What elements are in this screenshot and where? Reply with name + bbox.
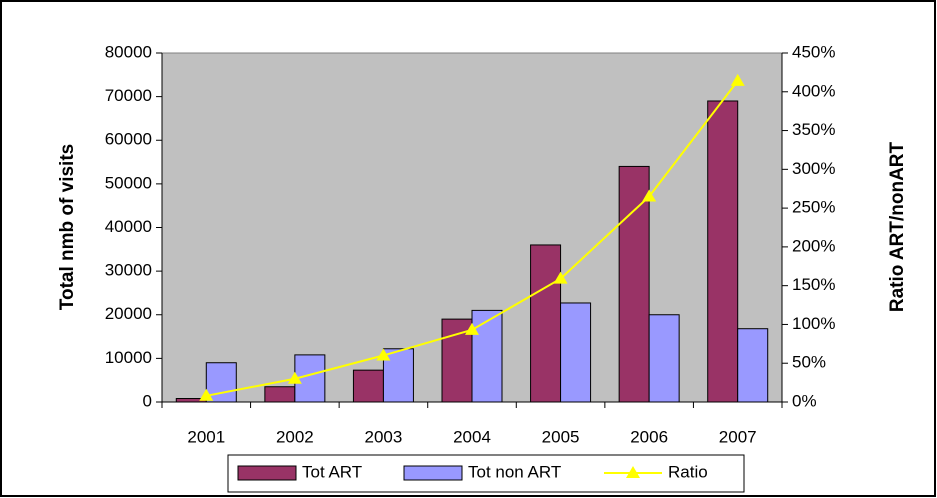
bar [205, 362, 237, 403]
marker [287, 371, 302, 384]
x-tick-label: 2002 [276, 427, 314, 446]
marker [199, 388, 214, 401]
y2-tick-label: 50% [792, 353, 826, 372]
marker [465, 322, 479, 335]
bar [648, 314, 680, 403]
y2-tick-label: 250% [792, 198, 835, 217]
y2-tick-label: 450% [792, 42, 835, 61]
y-axis-title: Total nmb of visits [57, 144, 78, 310]
bar [471, 309, 503, 403]
legend-label: Ratio [668, 462, 708, 481]
y2-tick-label: 350% [792, 120, 835, 139]
x-tick-label: 2004 [453, 427, 491, 446]
y-tick-label: 50000 [105, 173, 152, 192]
x-tick-label: 2007 [719, 427, 757, 446]
bar [618, 165, 650, 403]
y-tick-label: 70000 [105, 86, 152, 105]
x-tick-label: 2003 [365, 427, 403, 446]
bar [737, 328, 769, 403]
y-tick-label: 0 [143, 391, 152, 410]
y2-tick-label: 150% [792, 275, 835, 294]
legend-marker [626, 466, 640, 478]
y-tick-label: 30000 [105, 261, 152, 280]
bar [530, 244, 562, 403]
y2-tick-label: 200% [792, 236, 835, 255]
bar [352, 369, 384, 403]
marker [730, 73, 745, 86]
bar [560, 302, 592, 403]
bar [707, 100, 739, 403]
y2-axis-title: Ratio ART/nonART [887, 141, 908, 312]
y2-tick-label: 0% [792, 391, 817, 410]
y-tick-label: 10000 [105, 348, 152, 367]
marker [376, 348, 391, 361]
y-tick-label: 80000 [105, 42, 152, 61]
bar [264, 386, 296, 403]
marker [553, 271, 568, 284]
x-tick-label: 2005 [542, 427, 580, 446]
y-tick-label: 40000 [105, 217, 152, 236]
legend-swatch [403, 465, 463, 481]
legend-label: Tot ART [302, 462, 362, 481]
y2-tick-label: 100% [792, 314, 835, 333]
x-tick-label: 2001 [187, 427, 225, 446]
legend-label: Tot non ART [468, 462, 561, 481]
y-tick-label: 20000 [105, 304, 152, 323]
marker [642, 189, 657, 202]
y2-tick-label: 400% [792, 81, 835, 100]
x-tick-label: 2006 [630, 427, 668, 446]
y-tick-label: 60000 [105, 130, 152, 149]
legend-swatch [237, 465, 297, 481]
y2-tick-label: 300% [792, 159, 835, 178]
